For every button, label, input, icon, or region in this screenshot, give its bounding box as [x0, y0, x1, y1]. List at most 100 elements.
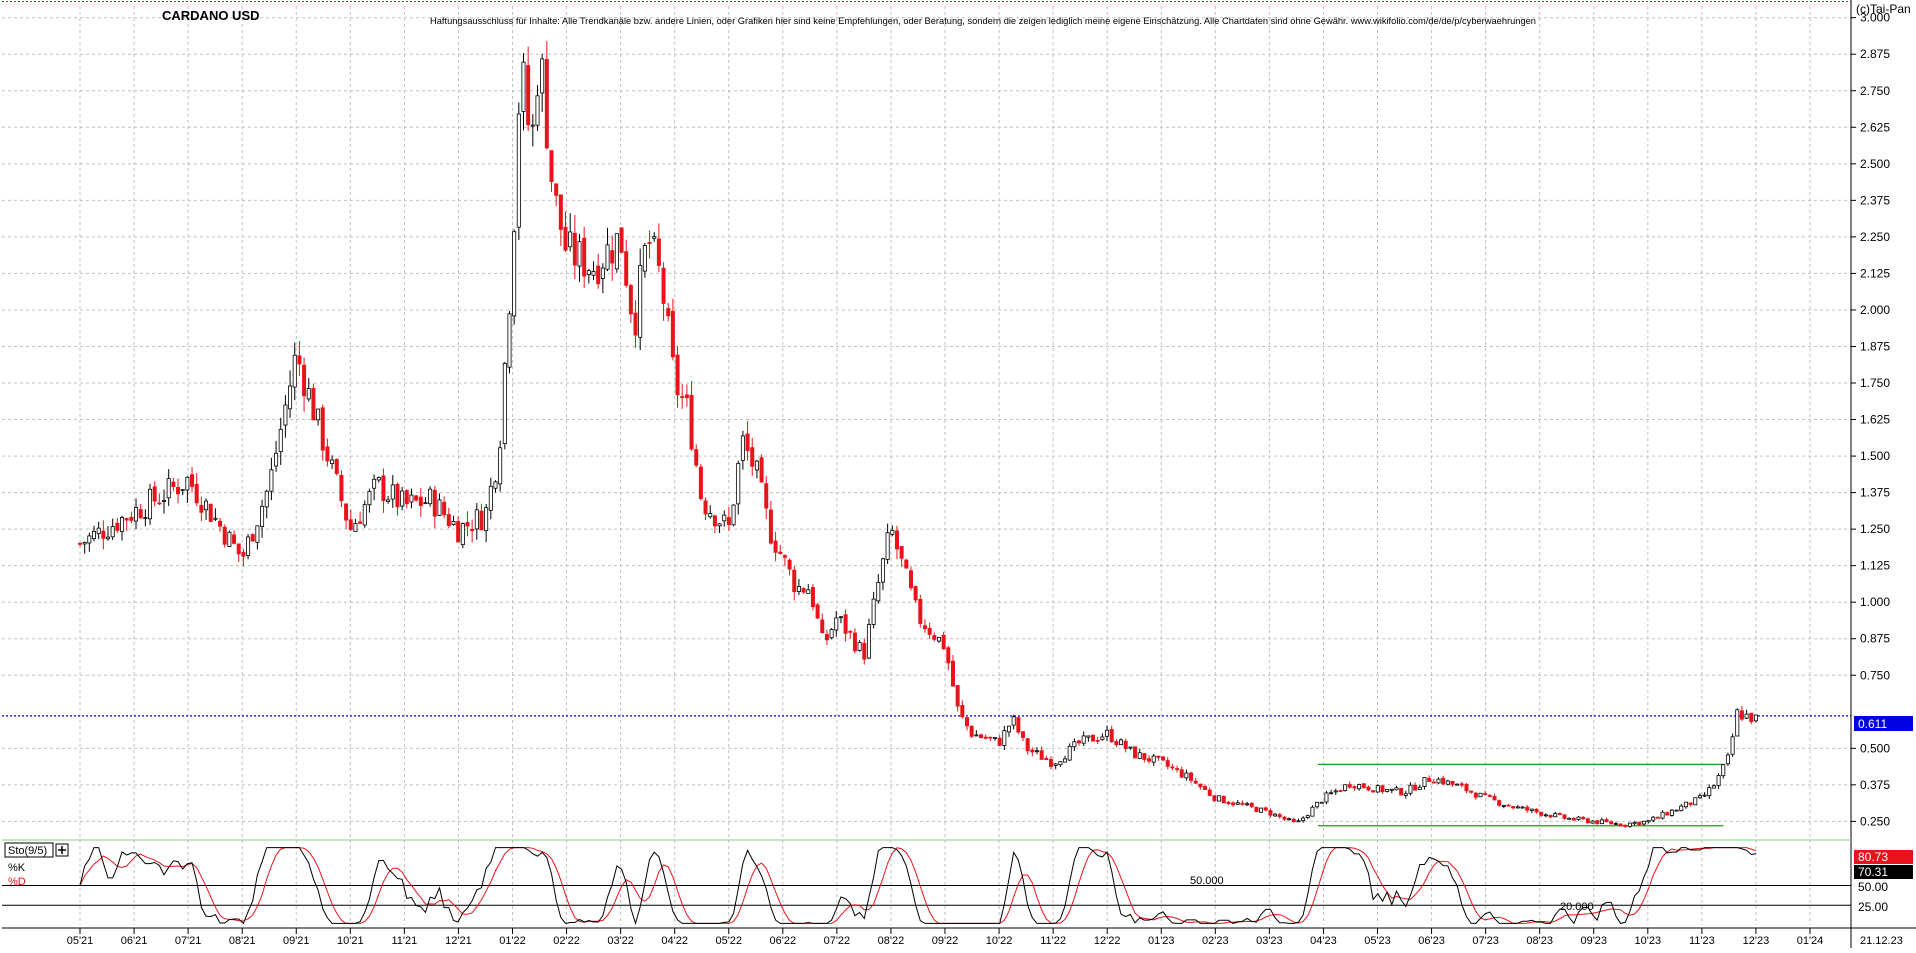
candle-body: [456, 521, 461, 543]
candle-body: [1207, 789, 1212, 796]
candle-body: [1613, 823, 1618, 825]
candle-body: [740, 435, 745, 461]
candle-body: [283, 404, 288, 426]
disclaimer-text: Haftungsausschluss für Inhalte: Alle Tre…: [430, 16, 1536, 27]
candle-body: [1627, 822, 1632, 827]
candle-body: [1534, 808, 1539, 813]
candle-body: [964, 717, 969, 727]
candle-body: [1137, 752, 1142, 759]
candle-body: [577, 241, 582, 267]
candle-body: [759, 457, 764, 483]
candle-body: [1254, 806, 1259, 813]
candle-body: [134, 507, 139, 522]
candle-body: [1501, 805, 1506, 807]
candle-body: [1609, 821, 1614, 825]
candle-body: [1599, 819, 1604, 825]
candle-body: [1529, 808, 1534, 811]
candle-body: [554, 183, 559, 196]
y-tick-label: 1.500: [1860, 449, 1890, 463]
candle-body: [358, 521, 363, 524]
candle-body: [362, 504, 367, 526]
candle-body: [1385, 789, 1390, 792]
candle-body: [1245, 803, 1250, 806]
candle-body: [1287, 818, 1292, 821]
candle-body: [1109, 729, 1114, 743]
y-tick-label: 0.375: [1860, 778, 1890, 792]
candle-body: [1114, 741, 1119, 745]
candle-body: [932, 635, 937, 640]
candle-body: [306, 388, 311, 400]
candle-body: [1263, 807, 1268, 811]
y-tick-label: 2.875: [1860, 47, 1890, 61]
candle-body: [320, 407, 325, 451]
candle-body: [348, 519, 353, 530]
candle-body: [1413, 784, 1418, 791]
candle-body: [782, 555, 787, 558]
copyright-label: (c)Tai-Pan: [1856, 2, 1911, 16]
candle-body: [213, 517, 218, 520]
candle-body: [246, 536, 251, 556]
candle-body: [894, 530, 899, 550]
candle-body: [1735, 709, 1740, 737]
add-indicator-icon[interactable]: [55, 843, 69, 857]
candle-body: [628, 285, 633, 315]
candle-body: [661, 267, 666, 304]
candle-body: [250, 534, 255, 542]
candle-body: [824, 634, 829, 641]
candle-body: [1142, 753, 1147, 760]
y-tick-label: 2.250: [1860, 230, 1890, 244]
candle-body: [610, 250, 615, 264]
candle-body: [446, 514, 451, 527]
candle-body: [325, 446, 330, 462]
candle-body: [1063, 758, 1068, 763]
candle-body: [969, 725, 974, 737]
candle-body: [82, 542, 87, 545]
candle-body: [1310, 806, 1315, 817]
candle-body: [563, 226, 568, 251]
candle-body: [1226, 801, 1231, 805]
candle-body: [633, 312, 638, 336]
stochastic-d-line: [79, 847, 1757, 924]
candle-body: [1371, 790, 1376, 793]
candle-body: [712, 515, 717, 527]
candle-body: [208, 503, 213, 522]
candle-body: [1058, 761, 1063, 766]
y-tick-label: 3.000: [1860, 11, 1890, 25]
candle-body: [1375, 785, 1380, 793]
candle-body: [1268, 810, 1273, 816]
candle-body: [1282, 816, 1287, 820]
candle-body: [736, 462, 741, 505]
candle-body: [1646, 819, 1651, 823]
x-tick-label: 01'24: [1797, 935, 1824, 947]
x-tick-label: 09'21: [283, 935, 310, 947]
candle-body: [913, 586, 918, 601]
candle-body: [549, 150, 554, 183]
x-tick-label: 12'21: [445, 935, 472, 947]
k-last-label: 80.73: [1858, 850, 1888, 864]
candle-body: [1459, 783, 1464, 786]
series-k-label: %K: [8, 862, 26, 874]
candle-body: [1053, 763, 1058, 766]
candle-body: [656, 238, 661, 266]
candle-body: [1399, 787, 1404, 796]
candle-body: [1329, 792, 1334, 795]
candle-body: [87, 535, 92, 544]
candle-body: [512, 231, 517, 317]
candle-body: [1753, 714, 1758, 722]
candle-body: [507, 313, 512, 368]
candle-body: [339, 474, 344, 502]
x-tick-label: 01'22: [499, 935, 526, 947]
candle-body: [269, 469, 274, 492]
candle-body: [792, 569, 797, 593]
candle-body: [236, 543, 241, 555]
candle-body: [544, 59, 549, 149]
candle-body: [470, 528, 475, 532]
candle-body: [1408, 784, 1413, 794]
candle-body: [530, 124, 535, 127]
y-tick-label: 2.000: [1860, 303, 1890, 317]
candle-body: [866, 624, 871, 659]
candle-body: [988, 736, 993, 739]
last-price-label: 0.611: [1858, 717, 1887, 731]
candle-body: [381, 475, 386, 501]
candle-body: [148, 488, 153, 520]
